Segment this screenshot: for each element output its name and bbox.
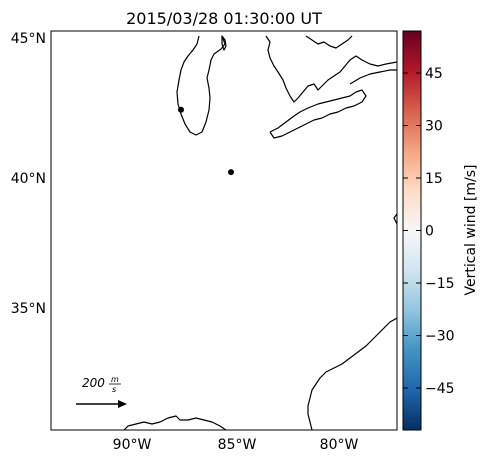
lake-ontario-shore [349,69,397,85]
colorbar-tick-label: 0 [425,224,434,240]
colorbar-tick-label: 15 [425,171,443,187]
colorbar-tick-label: −30 [425,329,455,345]
lon-label: 85°W [218,437,257,453]
lon-label: 90°W [113,437,152,453]
lat-label: 35°N [11,301,46,317]
lat-label: 45°N [11,31,46,47]
colorbar-tick-label: −15 [425,276,455,292]
colorbar-tick-label: −45 [425,381,455,397]
colorbar-tick-label: 30 [425,119,443,135]
scale-arrow-head [118,400,127,408]
station-markers [178,106,234,176]
scale-unit-num: m [111,375,119,384]
atlantic-coast [307,317,397,430]
map-title: 2015/03/28 01:30:00 UT [126,9,322,28]
colorbar-label: Vertical wind [m/s] [463,165,479,296]
lat-label: 40°N [11,171,46,187]
colorbar-tick-label: 45 [425,66,443,82]
georgian-bay-shore [305,35,353,49]
lake-erie-shore [269,89,367,139]
lake-winnebago [221,35,227,51]
coastlines [123,35,397,430]
scale-unit-den: s [112,385,116,394]
map-frame [50,30,398,431]
wind-scale-key: 200 m s [76,375,127,408]
lon-label: 80°W [320,437,359,453]
lake-michigan-shore [176,35,226,136]
lat-axis: 45°N 40°N 35°N [11,31,46,317]
station-marker [228,169,234,176]
chesapeake-coast [393,213,397,225]
lake-huron-shore [265,35,397,103]
scale-value: 200 [82,376,105,390]
station-marker [178,106,184,113]
colorbar-ticks: 45 30 15 0 −15 −30 −45 [403,66,455,397]
gulf-coast [123,415,227,430]
lon-axis: 90°W 85°W 80°W [113,437,359,453]
